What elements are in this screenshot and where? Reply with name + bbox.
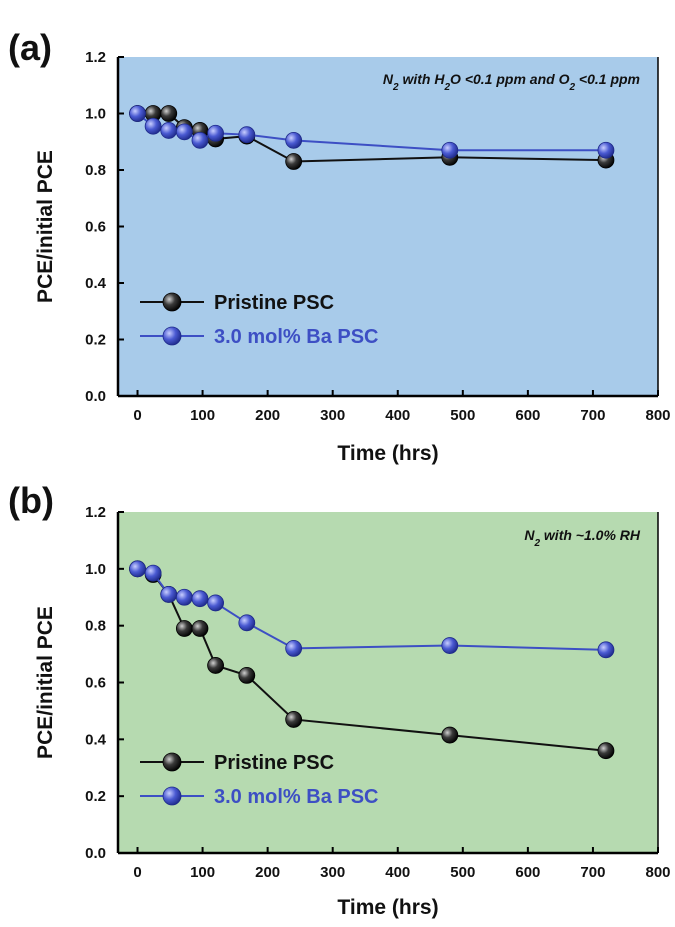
y-axis-title: PCE/initial PCE (34, 606, 57, 759)
x-tick-label: 500 (450, 407, 475, 424)
y-tick-label: 0.2 (85, 332, 106, 349)
x-axis-title: Time (hrs) (337, 896, 438, 919)
x-tick-label: 200 (255, 407, 280, 424)
data-point (207, 594, 224, 612)
y-tick-label: 0.4 (85, 275, 107, 292)
legend-marker (162, 786, 182, 806)
chart-panel-0: 0.0 0.2 0.4 0.6 0.8 1.0 1.2 0 100 200 300 400 500 600… (8, 27, 671, 465)
y-tick-label: 0.6 (85, 219, 106, 236)
data-point (441, 637, 459, 654)
legend-label: 3.0 mol% Ba PSC (214, 786, 379, 808)
panel-label: (b) (8, 480, 54, 521)
data-point (238, 666, 256, 684)
y-tick-label: 0.0 (85, 388, 106, 405)
x-tick-label: 800 (645, 407, 670, 424)
condition-annotation: N2 with ~1.0% RH (524, 527, 641, 549)
data-point (175, 588, 193, 606)
y-tick-label: 1.2 (85, 49, 106, 66)
x-tick-label: 0 (133, 407, 141, 424)
legend-marker (162, 326, 182, 346)
y-tick-label: 0.0 (85, 845, 106, 862)
data-point (144, 117, 162, 135)
data-point (207, 124, 224, 142)
data-point (285, 640, 303, 657)
y-axis-title: PCE/initial PCE (34, 150, 57, 303)
y-tick-label: 0.2 (85, 788, 106, 805)
data-point (191, 620, 209, 637)
y-tick-label: 0.8 (85, 162, 106, 179)
condition-annotation: N2 with H2O <0.1 ppm and O2 <0.1 ppm (383, 71, 640, 93)
data-point (160, 586, 178, 603)
x-tick-label: 200 (255, 864, 280, 881)
x-tick-label: 700 (580, 407, 605, 424)
y-tick-label: 0.8 (85, 618, 106, 635)
data-point (285, 711, 303, 728)
data-point (129, 560, 146, 578)
data-point (285, 153, 303, 170)
x-tick-label: 600 (515, 864, 540, 881)
legend-label: Pristine PSC (214, 292, 334, 314)
legend-marker (162, 752, 182, 772)
data-point (597, 742, 615, 760)
x-tick-label: 700 (580, 864, 605, 881)
data-point (191, 590, 209, 608)
data-point (191, 131, 209, 149)
x-tick-label: 800 (645, 864, 670, 881)
data-point (441, 141, 459, 159)
data-point (285, 131, 303, 149)
x-tick-label: 100 (190, 407, 215, 424)
legend-label: 3.0 mol% Ba PSC (214, 326, 379, 348)
x-tick-label: 100 (190, 864, 215, 881)
data-point (160, 105, 178, 122)
data-point (144, 564, 162, 582)
data-point (597, 141, 615, 159)
panel-label: (a) (8, 27, 52, 68)
y-tick-label: 1.0 (85, 106, 106, 123)
x-tick-label: 300 (320, 864, 345, 881)
data-point (597, 641, 615, 659)
legend-label: Pristine PSC (214, 752, 334, 774)
data-point (129, 105, 146, 122)
plot-background (118, 57, 658, 396)
data-point (175, 620, 193, 637)
y-tick-label: 0.6 (85, 675, 106, 692)
data-point (207, 657, 224, 674)
legend-marker (162, 292, 182, 312)
y-tick-label: 1.2 (85, 504, 106, 521)
x-tick-label: 0 (133, 864, 141, 881)
chart-panel-1: 0.0 0.2 0.4 0.6 0.8 1.0 1.2 0 100 200 300 400 500 600… (8, 480, 671, 919)
data-point (175, 123, 193, 141)
x-tick-label: 300 (320, 407, 345, 424)
x-tick-label: 600 (515, 407, 540, 424)
data-point (238, 126, 256, 144)
data-point (238, 614, 256, 632)
x-tick-label: 400 (385, 407, 410, 424)
x-tick-label: 400 (385, 864, 410, 881)
y-tick-label: 0.4 (85, 731, 107, 748)
plot-background (118, 512, 658, 853)
data-point (441, 726, 459, 744)
x-tick-label: 500 (450, 864, 475, 881)
y-tick-label: 1.0 (85, 561, 106, 578)
x-axis-title: Time (hrs) (337, 442, 438, 465)
data-point (160, 122, 178, 139)
